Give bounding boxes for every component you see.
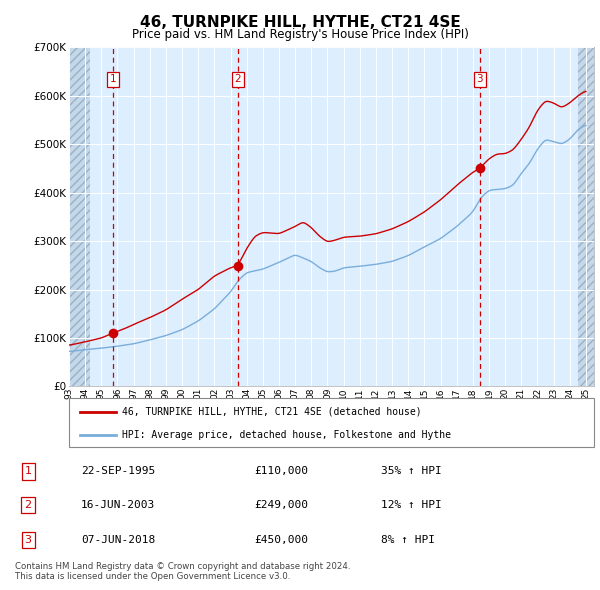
Text: 2: 2 [235, 74, 241, 84]
Text: 35% ↑ HPI: 35% ↑ HPI [380, 467, 442, 477]
Text: £110,000: £110,000 [254, 467, 308, 477]
Text: Contains HM Land Registry data © Crown copyright and database right 2024.: Contains HM Land Registry data © Crown c… [15, 562, 350, 571]
Text: 3: 3 [476, 74, 483, 84]
Bar [578, 47, 594, 386]
Text: £249,000: £249,000 [254, 500, 308, 510]
Text: 3: 3 [25, 535, 32, 545]
Text: This data is licensed under the Open Government Licence v3.0.: This data is licensed under the Open Gov… [15, 572, 290, 581]
Text: 07-JUN-2018: 07-JUN-2018 [81, 535, 155, 545]
Text: Price paid vs. HM Land Registry's House Price Index (HPI): Price paid vs. HM Land Registry's House … [131, 28, 469, 41]
Text: £450,000: £450,000 [254, 535, 308, 545]
Text: 46, TURNPIKE HILL, HYTHE, CT21 4SE: 46, TURNPIKE HILL, HYTHE, CT21 4SE [140, 15, 460, 30]
Text: 22-SEP-1995: 22-SEP-1995 [81, 467, 155, 477]
Text: 8% ↑ HPI: 8% ↑ HPI [380, 535, 434, 545]
Text: 46, TURNPIKE HILL, HYTHE, CT21 4SE (detached house): 46, TURNPIKE HILL, HYTHE, CT21 4SE (deta… [121, 407, 421, 417]
Text: 1: 1 [110, 74, 116, 84]
Bar [69, 47, 90, 386]
Text: 16-JUN-2003: 16-JUN-2003 [81, 500, 155, 510]
Text: HPI: Average price, detached house, Folkestone and Hythe: HPI: Average price, detached house, Folk… [121, 430, 451, 440]
Text: 12% ↑ HPI: 12% ↑ HPI [380, 500, 442, 510]
Text: 2: 2 [25, 500, 32, 510]
Text: 1: 1 [25, 467, 32, 477]
FancyBboxPatch shape [69, 398, 594, 447]
